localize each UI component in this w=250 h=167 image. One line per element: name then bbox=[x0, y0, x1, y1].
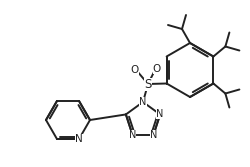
Text: N: N bbox=[75, 134, 82, 144]
Text: N: N bbox=[128, 130, 136, 140]
Text: O: O bbox=[130, 65, 138, 75]
Text: S: S bbox=[144, 77, 151, 91]
Text: N: N bbox=[156, 109, 163, 119]
Text: O: O bbox=[152, 64, 160, 74]
Text: N: N bbox=[149, 130, 157, 140]
Text: N: N bbox=[139, 97, 146, 107]
